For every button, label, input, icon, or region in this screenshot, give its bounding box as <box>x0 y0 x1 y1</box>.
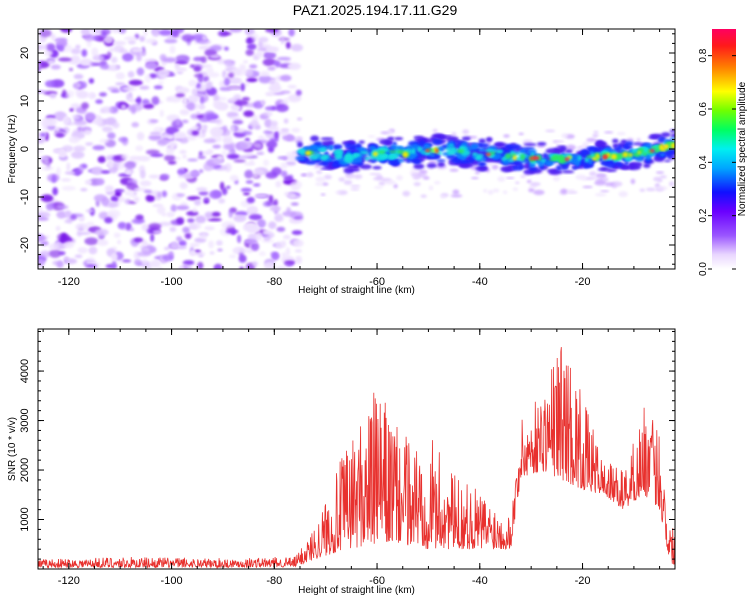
x-tick-label: -100 <box>161 276 183 288</box>
x-tick-label: -60 <box>369 575 385 587</box>
y-tick-label: 10 <box>19 95 31 107</box>
colorbar-tick-label: 0.4 <box>698 155 709 169</box>
x-tick-label: -20 <box>575 276 591 288</box>
x-tick-label: -100 <box>161 575 183 587</box>
x-axis-label: Height of straight line (km) <box>298 285 415 296</box>
colorbar-tick-label: 0.2 <box>698 208 709 222</box>
x-tick-label: -80 <box>266 575 282 587</box>
x-tick-label: -60 <box>369 276 385 288</box>
x-tick-label: -120 <box>58 575 80 587</box>
y-tick-label: -20 <box>19 237 31 253</box>
y-tick-label: 0 <box>19 146 31 152</box>
x-tick-label: -120 <box>58 276 80 288</box>
colorbar-tick-label: 0.6 <box>698 102 709 116</box>
x-tick-label: -40 <box>472 575 488 587</box>
x-tick-label: -20 <box>575 575 591 587</box>
snr-series-line <box>38 347 675 569</box>
spectrogram-image <box>38 29 675 269</box>
y-tick-label: 2000 <box>19 458 31 482</box>
y-tick-label: -10 <box>19 189 31 205</box>
y-tick-label: 20 <box>19 47 31 59</box>
x-tick-label: -80 <box>266 276 282 288</box>
colorbar <box>712 29 736 269</box>
x-tick-label: -40 <box>472 276 488 288</box>
y-tick-label: 3000 <box>19 408 31 432</box>
y-tick-label: 4000 <box>19 359 31 383</box>
figure-title: PAZ1.2025.194.17.11.G29 <box>292 2 458 18</box>
colorbar-tick-label: 0.0 <box>698 262 709 276</box>
y-tick-label: 1000 <box>19 507 31 531</box>
x-axis-label: Height of straight line (km) <box>298 585 415 596</box>
colorbar-tick-label: 0.8 <box>698 48 709 62</box>
y-axis-label: Frequency (Hz) <box>7 115 18 184</box>
colorbar-label: Normalized spectral amplitude <box>737 81 748 216</box>
snr-plot-frame <box>37 328 676 570</box>
y-axis-label: SNR (10 * v/v) <box>7 417 18 481</box>
